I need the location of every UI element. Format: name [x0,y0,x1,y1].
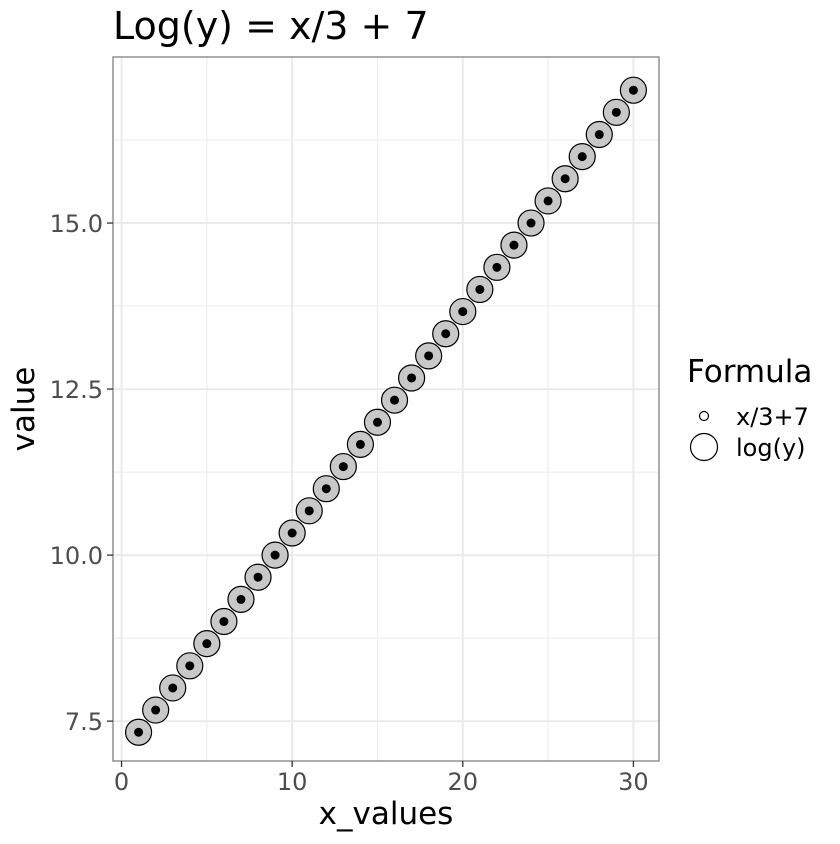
x-div-3-plus-7-point [134,727,144,737]
legend-key-small-circle [698,410,710,422]
series-x-div-3-plus-7 [134,85,638,737]
y-tick-label: 10.0 [50,542,103,570]
x-div-3-plus-7-point [202,639,212,649]
chart-title: Log(y) = x/3 + 7 [113,4,429,48]
x-div-3-plus-7-point [611,107,621,117]
x-div-3-plus-7-point [270,550,280,560]
x-div-3-plus-7-point [424,351,434,361]
y-tick-label: 15.0 [50,210,103,238]
x-div-3-plus-7-point [543,196,553,206]
x-div-3-plus-7-point [372,417,382,427]
x-div-3-plus-7-point [338,462,348,472]
x-div-3-plus-7-point [390,395,400,405]
x-div-3-plus-7-point [441,329,451,339]
x-axis-ticks: 0 10 20 30 [114,761,649,796]
x-div-3-plus-7-point [151,705,161,715]
x-div-3-plus-7-point [560,174,570,184]
plot-panel-border [112,56,660,762]
x-div-3-plus-7-point [458,307,468,317]
x-tick-label: 0 [114,768,129,796]
x-div-3-plus-7-point [407,373,417,383]
grid-major [113,57,659,761]
x-div-3-plus-7-point [287,528,297,538]
legend-key-large-circle [689,432,719,462]
x-div-3-plus-7-point [509,240,519,250]
legend-label-x-div-3-plus-7: x/3+7 [736,403,809,431]
x-div-3-plus-7-point [219,617,229,627]
x-div-3-plus-7-point [253,572,263,582]
legend-label-log-y: log(y) [736,434,806,462]
x-div-3-plus-7-point [185,661,195,671]
y-tick-label: 12.5 [50,376,103,404]
y-axis-ticks: 7.5 10.0 12.5 15.0 [50,210,113,736]
legend: Formula x/3+7 log(y) [687,354,812,462]
x-div-3-plus-7-point [594,130,604,140]
y-axis-title: value [6,367,42,452]
x-axis-title: x_values [319,796,454,832]
x-div-3-plus-7-point [168,683,178,693]
x-div-3-plus-7-point [526,218,536,228]
x-div-3-plus-7-point [475,284,485,294]
x-div-3-plus-7-point [577,152,587,162]
x-div-3-plus-7-point [355,439,365,449]
x-tick-label: 30 [618,768,649,796]
x-tick-label: 10 [277,768,308,796]
x-div-3-plus-7-point [236,594,246,604]
x-div-3-plus-7-point [304,506,314,516]
y-tick-label: 7.5 [65,708,103,736]
x-div-3-plus-7-point [492,262,502,272]
legend-title: Formula [687,354,812,390]
x-tick-label: 20 [448,768,479,796]
x-div-3-plus-7-point [321,484,331,494]
x-div-3-plus-7-point [628,85,638,95]
